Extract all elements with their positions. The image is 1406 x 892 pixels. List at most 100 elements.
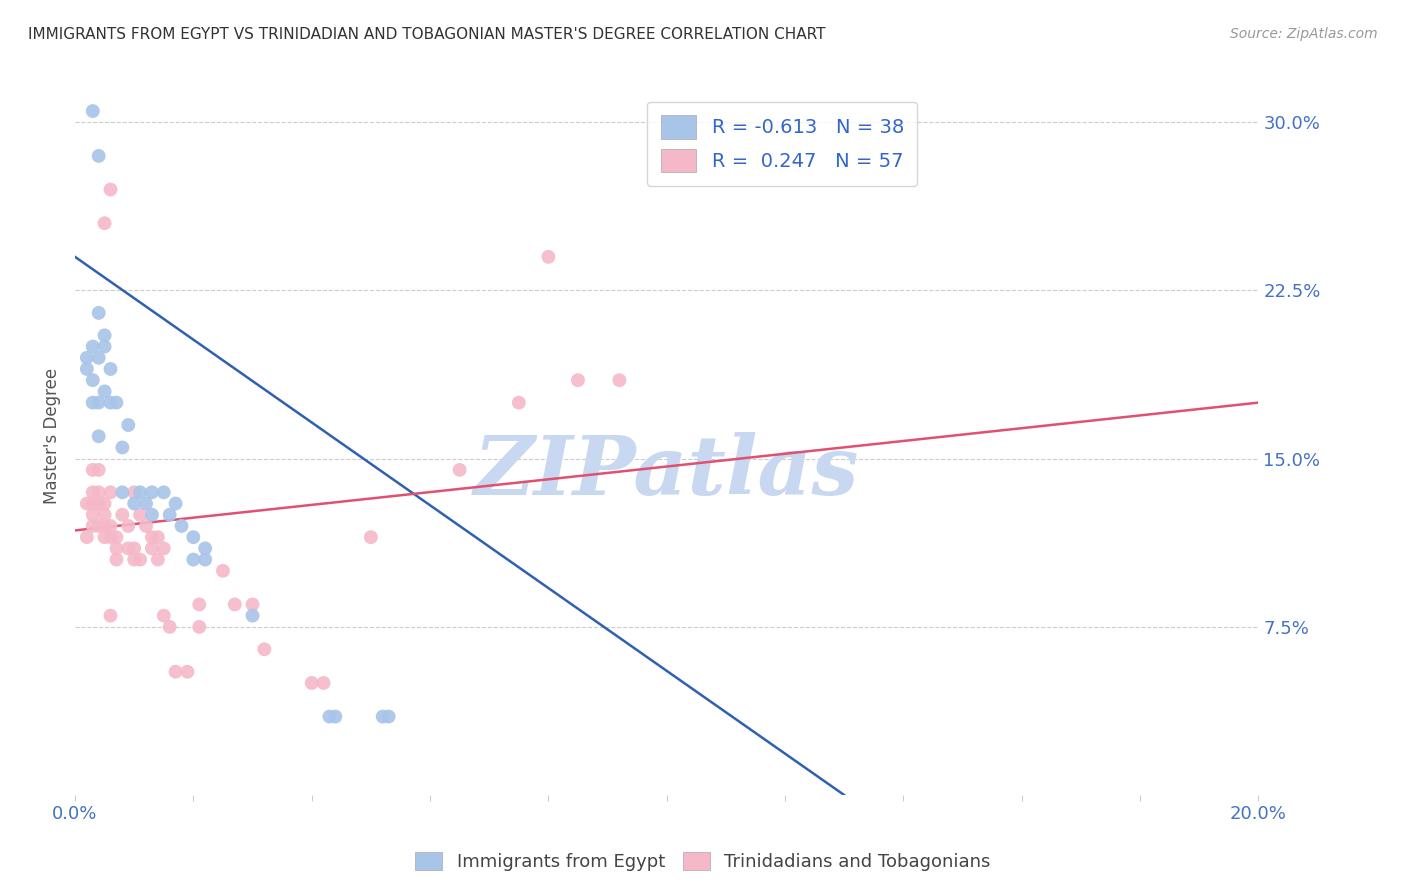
Point bbox=[129, 485, 152, 500]
Point bbox=[82, 463, 104, 477]
Point bbox=[76, 496, 98, 510]
Point bbox=[76, 530, 98, 544]
Point bbox=[82, 485, 104, 500]
Point bbox=[82, 340, 104, 354]
Point bbox=[111, 441, 134, 455]
Point bbox=[105, 541, 128, 556]
Point bbox=[141, 485, 163, 500]
Point bbox=[82, 373, 104, 387]
Point bbox=[377, 709, 399, 723]
Point bbox=[152, 485, 174, 500]
Point bbox=[87, 485, 110, 500]
Point bbox=[371, 709, 394, 723]
Point bbox=[183, 530, 205, 544]
Point bbox=[87, 149, 110, 163]
Point bbox=[449, 463, 471, 477]
Point bbox=[117, 418, 139, 433]
Text: IMMIGRANTS FROM EGYPT VS TRINIDADIAN AND TOBAGONIAN MASTER'S DEGREE CORRELATION : IMMIGRANTS FROM EGYPT VS TRINIDADIAN AND… bbox=[28, 27, 825, 42]
Point bbox=[111, 485, 134, 500]
Point bbox=[609, 373, 631, 387]
Point bbox=[537, 250, 560, 264]
Point bbox=[117, 519, 139, 533]
Point bbox=[111, 508, 134, 522]
Text: Source: ZipAtlas.com: Source: ZipAtlas.com bbox=[1230, 27, 1378, 41]
Point bbox=[76, 362, 98, 376]
Point bbox=[146, 530, 169, 544]
Point bbox=[194, 552, 217, 566]
Point bbox=[194, 541, 217, 556]
Point bbox=[188, 620, 211, 634]
Point bbox=[93, 496, 115, 510]
Point bbox=[93, 328, 115, 343]
Point bbox=[301, 676, 323, 690]
Y-axis label: Master's Degree: Master's Degree bbox=[44, 368, 60, 504]
Point bbox=[508, 395, 530, 409]
Point bbox=[100, 395, 122, 409]
Point bbox=[82, 496, 104, 510]
Point bbox=[87, 351, 110, 365]
Point bbox=[188, 598, 211, 612]
Point bbox=[87, 429, 110, 443]
Point bbox=[87, 519, 110, 533]
Point bbox=[105, 552, 128, 566]
Point bbox=[567, 373, 589, 387]
Point bbox=[100, 519, 122, 533]
Point bbox=[242, 608, 264, 623]
Point bbox=[129, 508, 152, 522]
Point bbox=[152, 541, 174, 556]
Point bbox=[93, 530, 115, 544]
Point bbox=[122, 552, 145, 566]
Point bbox=[325, 709, 347, 723]
Text: ZIPatlas: ZIPatlas bbox=[474, 432, 859, 512]
Point bbox=[105, 530, 128, 544]
Point bbox=[100, 608, 122, 623]
Point bbox=[93, 384, 115, 399]
Point bbox=[312, 676, 335, 690]
Point bbox=[93, 216, 115, 230]
Point bbox=[100, 485, 122, 500]
Point bbox=[159, 508, 181, 522]
Point bbox=[176, 665, 198, 679]
Point bbox=[100, 530, 122, 544]
Point bbox=[165, 665, 187, 679]
Point bbox=[87, 306, 110, 320]
Point bbox=[93, 508, 115, 522]
Point bbox=[100, 362, 122, 376]
Point bbox=[122, 541, 145, 556]
Point bbox=[117, 541, 139, 556]
Point bbox=[183, 552, 205, 566]
Point bbox=[170, 519, 193, 533]
Point bbox=[87, 463, 110, 477]
Point bbox=[82, 395, 104, 409]
Point bbox=[159, 620, 181, 634]
Point bbox=[141, 508, 163, 522]
Point bbox=[105, 395, 128, 409]
Point bbox=[82, 519, 104, 533]
Point bbox=[82, 508, 104, 522]
Point bbox=[224, 598, 246, 612]
Point bbox=[135, 519, 157, 533]
Point bbox=[129, 552, 152, 566]
Point bbox=[122, 496, 145, 510]
Point bbox=[100, 183, 122, 197]
Point bbox=[146, 552, 169, 566]
Legend: Immigrants from Egypt, Trinidadians and Tobagonians: Immigrants from Egypt, Trinidadians and … bbox=[408, 845, 998, 879]
Point bbox=[212, 564, 235, 578]
Point bbox=[360, 530, 382, 544]
Point bbox=[253, 642, 276, 657]
Point bbox=[82, 104, 104, 119]
Point bbox=[141, 530, 163, 544]
Point bbox=[87, 496, 110, 510]
Point bbox=[152, 608, 174, 623]
Point bbox=[87, 496, 110, 510]
Legend: R = -0.613   N = 38, R =  0.247   N = 57: R = -0.613 N = 38, R = 0.247 N = 57 bbox=[647, 102, 917, 186]
Point bbox=[242, 598, 264, 612]
Point bbox=[318, 709, 340, 723]
Point bbox=[141, 541, 163, 556]
Point bbox=[135, 496, 157, 510]
Point bbox=[93, 340, 115, 354]
Point bbox=[122, 485, 145, 500]
Point bbox=[87, 395, 110, 409]
Point bbox=[93, 519, 115, 533]
Point bbox=[165, 496, 187, 510]
